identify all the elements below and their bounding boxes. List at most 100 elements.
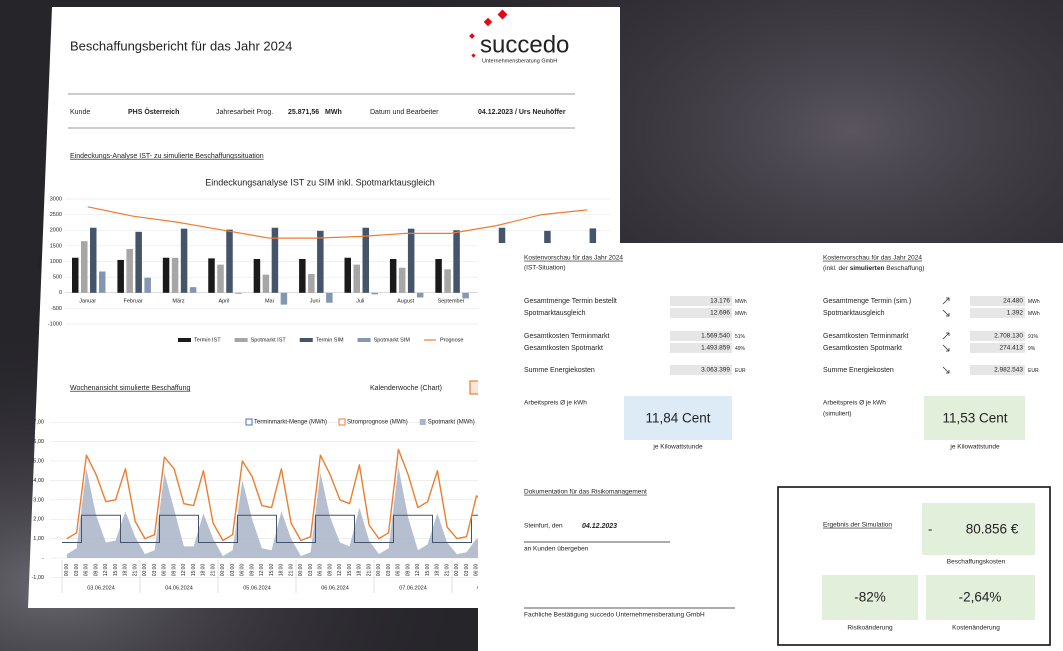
bar [81, 241, 88, 293]
bar [135, 232, 142, 293]
price-label: Arbeitspreis Ø je kWh [524, 400, 587, 407]
y-tick-label: 1,00 [33, 536, 44, 542]
day-label: 04.06.2024 [165, 585, 193, 591]
result-value: -82% [854, 590, 886, 605]
y-tick-label: - [42, 555, 44, 561]
row-value: 3.063.399 [701, 367, 730, 374]
row-value: 12.696 [710, 310, 730, 317]
y-tick-label: 2000 [50, 228, 62, 234]
section-subheading: (inkl. der simulierten Beschaffung) [823, 265, 924, 272]
bar [399, 268, 406, 293]
x-tick-label: 09:00 [249, 564, 255, 577]
info-label: Jahresarbeit Prog. [216, 109, 273, 116]
report-title: Beschaffungsbericht für das Jahr 2024 [70, 38, 292, 53]
x-tick-label: 03:00 [308, 564, 314, 577]
x-tick-label: 00:00 [454, 564, 460, 577]
bar [363, 228, 370, 293]
y-tick-label: 3000 [50, 196, 62, 202]
bar [172, 258, 179, 293]
x-tick-label: Januar [79, 298, 96, 304]
x-tick-label: 12:00 [103, 564, 109, 577]
row-unit: MWh [735, 311, 747, 317]
x-tick-label: 09:00 [93, 564, 99, 577]
x-tick-label: 09:00 [171, 564, 177, 577]
x-tick-label: 12:00 [415, 564, 421, 577]
subheading-part: (inkl. der [823, 265, 850, 272]
info-value: 04.12.2023 / Urs Neuhöffer [478, 109, 566, 116]
section-heading: Dokumentation für das Risikomanagement [524, 489, 647, 496]
bar [308, 274, 315, 293]
row-unit: EUR [1028, 368, 1039, 374]
row-unit: 51% [735, 334, 746, 340]
y-tick-label: -1000 [48, 321, 62, 327]
row-label: Gesamtkosten Spotmarkt [823, 345, 902, 352]
legend-label: Prognose [440, 337, 464, 343]
y-tick-label: 1500 [50, 243, 62, 249]
day-label: 07.06.2024 [399, 585, 427, 591]
row-label: Summe Energiekosten [524, 367, 595, 374]
info-label: Datum und Bearbeiter [370, 109, 439, 116]
bar [408, 229, 415, 293]
x-tick-label: 06:00 [162, 564, 168, 577]
bar [208, 258, 215, 292]
price-label: Arbeitspreis Ø je kWh [823, 400, 886, 407]
x-tick-label: 15:00 [113, 564, 119, 577]
row-unit: 49% [735, 346, 746, 352]
row-value: 13.176 [710, 298, 730, 305]
row-label: Summe Energiekosten [823, 367, 894, 374]
y-tick-label: 5,00 [33, 458, 44, 464]
row-value: 1.569.540 [701, 333, 730, 340]
x-tick-label: 12:00 [259, 564, 265, 577]
bar [254, 259, 261, 293]
row-unit: MWh [1028, 299, 1040, 305]
y-tick-label: 0 [59, 290, 62, 296]
result-sign: - [928, 521, 932, 536]
x-tick-label: 09:00 [405, 564, 411, 577]
x-tick-label: 18:00 [123, 564, 129, 577]
x-tick-label: 21:00 [366, 564, 372, 577]
row-label: Gesamtkosten Terminmarkt [524, 333, 610, 340]
price-sublabel: (simuliert) [823, 411, 852, 418]
row-unit: 9% [1028, 346, 1036, 352]
row-label: Gesamtmenge Termin (sim.) [823, 298, 911, 305]
x-tick-label: 12:00 [181, 564, 187, 577]
bar [90, 228, 97, 293]
section-heading: Kostenvorschau für das Jahr 2024 [823, 255, 922, 262]
x-tick-label: 06:00 [318, 564, 324, 577]
bar [117, 260, 124, 293]
row-unit: 91% [1028, 334, 1039, 340]
x-tick-label: September [438, 298, 465, 304]
x-tick-label: 03:00 [74, 564, 80, 577]
legend-swatch [300, 338, 313, 342]
bar [390, 259, 397, 293]
result-caption: Beschaffungskosten [947, 559, 1006, 566]
page: { "report": { "title": "Beschaffungsberi… [0, 0, 1063, 651]
y-tick-label: -500 [51, 306, 62, 312]
x-tick-label: März [172, 298, 184, 304]
bar [444, 269, 451, 292]
y-tick-label: 7,00 [33, 420, 44, 426]
result-caption: Kostenänderung [952, 625, 1000, 632]
x-tick-label: 18:00 [201, 564, 207, 577]
bar [417, 293, 424, 298]
result-value: 80.856 € [966, 522, 1019, 537]
bar [235, 293, 242, 294]
bar [281, 293, 288, 305]
price-value: 11,53 Cent [942, 411, 1007, 426]
bar [354, 265, 361, 293]
bar [435, 259, 442, 293]
section-heading: Wochenansicht simulierte Beschaffung [70, 385, 190, 392]
legend-label: Spotmarkt (MWh) [428, 420, 475, 426]
row-label: Gesamtkosten Terminmarkt [823, 333, 909, 340]
x-tick-label: Mai [265, 298, 274, 304]
row-value: 2.708.130 [994, 333, 1023, 340]
info-value: 25.871,56 [288, 109, 319, 116]
x-tick-label: 21:00 [132, 564, 138, 577]
legend-label: Spotmarkt IST [251, 337, 287, 343]
bar [217, 265, 224, 293]
bar [345, 258, 352, 293]
x-tick-label: August [397, 298, 415, 304]
y-tick-label: 6,00 [33, 439, 44, 445]
chart-title: Eindeckungsanalyse IST zu SIM inkl. Spot… [205, 177, 434, 187]
x-tick-label: 00:00 [220, 564, 226, 577]
